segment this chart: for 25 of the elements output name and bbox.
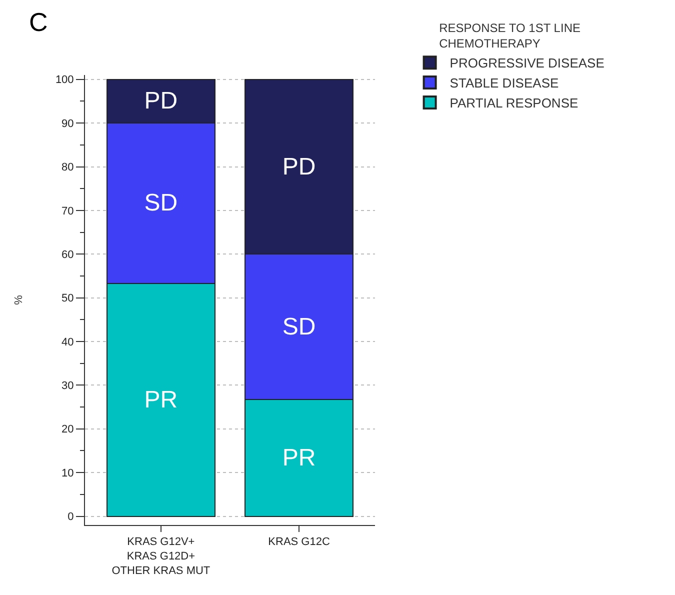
annotation: SD (282, 313, 316, 340)
y-axis-title: % (13, 294, 26, 305)
y-tick-label: 100 (55, 74, 74, 86)
y-tick-label: 60 (62, 248, 74, 261)
x-tick-label: KRAS G12V+ KRAS G12D+ OTHER KRAS MUT (112, 536, 210, 577)
x-tick-label: KRAS G12C (268, 536, 330, 548)
annotation: PD (144, 88, 178, 115)
y-tick-label: 0 (68, 511, 74, 524)
legend-label: STABLE DISEASE (450, 76, 559, 91)
y-tick-label: 90 (62, 118, 74, 130)
legend-title: RESPONSE TO 1ST LINE CHEMOTHERAPY (439, 21, 580, 51)
legend-label: PROGRESSIVE DISEASE (450, 56, 605, 71)
y-tick-label: 70 (62, 205, 74, 218)
annotation: PR (144, 386, 178, 414)
text: C (29, 7, 48, 37)
y-tick-label: 30 (62, 380, 74, 392)
annotation: SD (144, 190, 178, 217)
y-tick-label: 40 (62, 336, 74, 348)
y-tick-label: 50 (62, 292, 74, 305)
y-tick-label: 10 (62, 467, 74, 480)
y-tick-label: 20 (62, 424, 74, 436)
legend-label: PARTIAL RESPONSE (450, 96, 578, 111)
y-tick-label: 80 (62, 162, 74, 174)
annotation: PR (282, 444, 316, 472)
annotation: PD (282, 153, 316, 180)
